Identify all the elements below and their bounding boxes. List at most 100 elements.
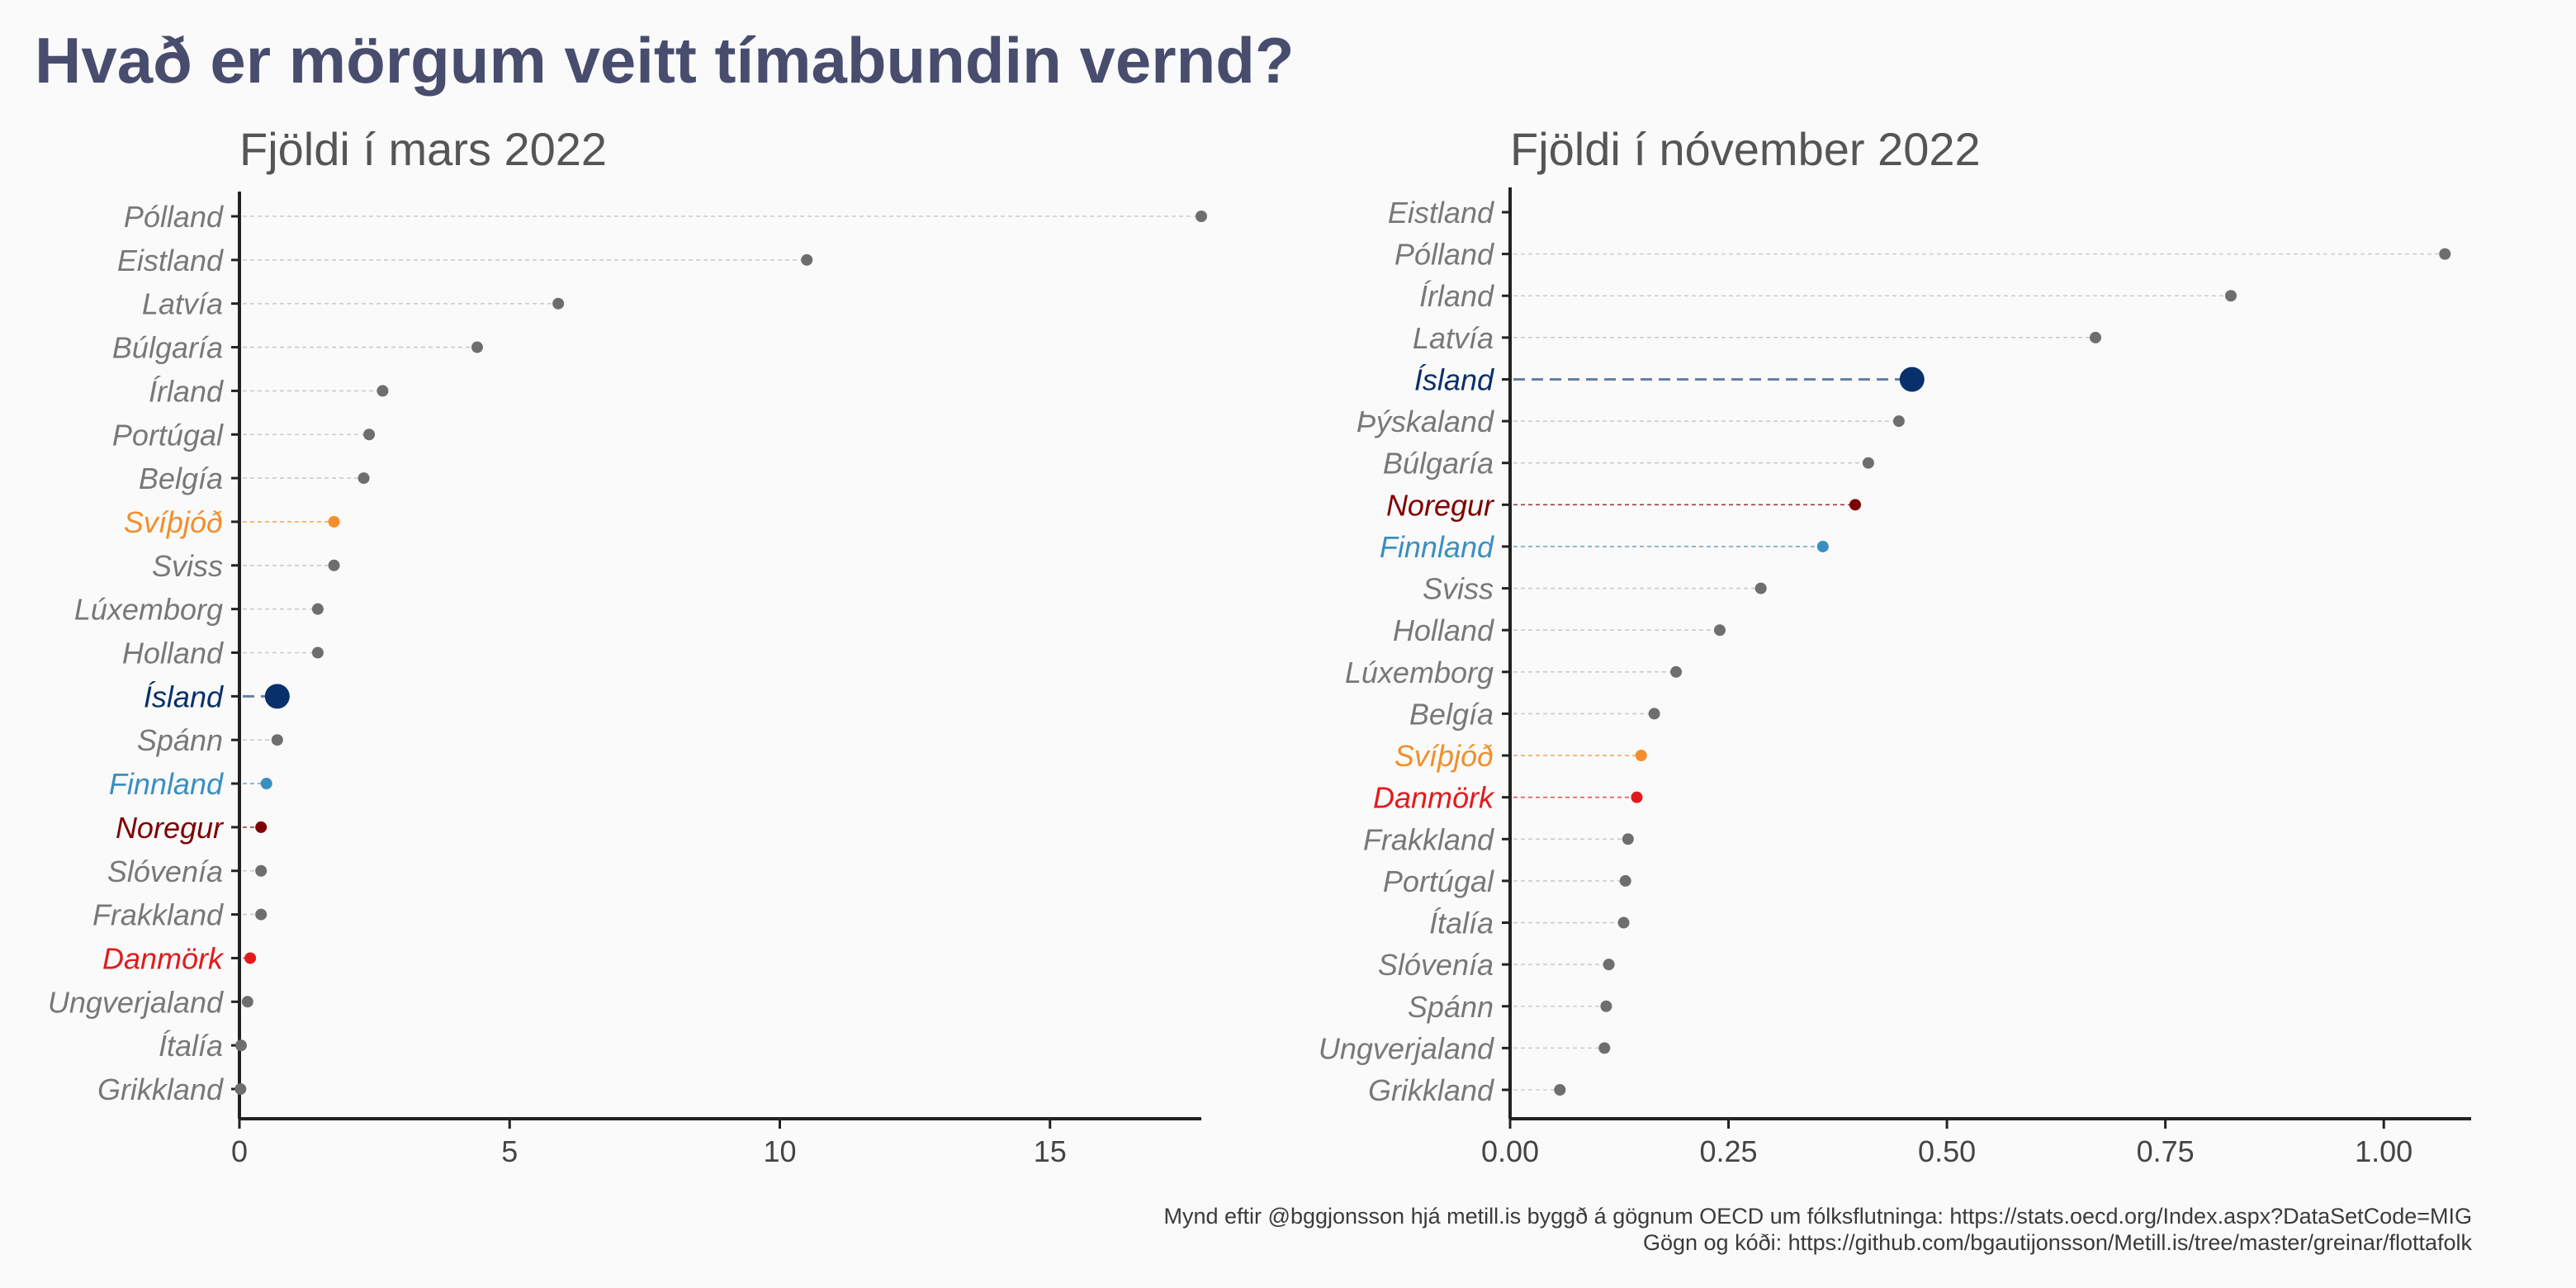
panel-2: Fjöldi í nóvember 2022 0.00 0.25 0.50 0.75 1.… <box>1319 123 2471 1168</box>
y-label-polland: Pólland <box>124 200 224 234</box>
y-label-irland: Írland <box>149 374 224 408</box>
lollipop-point-portugal <box>1619 874 1631 887</box>
lollipop-point-finnland <box>1816 540 1829 552</box>
x-tick-label: 0.50 <box>1918 1134 1976 1168</box>
code-caption: Gögn og kóði: https://github.com/bgautij… <box>1642 1230 2472 1255</box>
y-label-svi-jo-: Svíþjóð <box>124 505 223 539</box>
lollipop-point-danmork <box>244 952 257 964</box>
y-label-ungverjaland: Ungverjaland <box>1319 1031 1494 1065</box>
lollipop-point-slovenia <box>1603 959 1615 971</box>
lollipop-point-noregur <box>1849 499 1861 511</box>
chart-title: Hvað er mörgum veitt tímabundin vernd? <box>35 24 1295 97</box>
y-label-latvia: Latvía <box>1413 321 1494 355</box>
lollipop-point-frakkland <box>1622 833 1634 845</box>
lollipop-point-latvia <box>2089 331 2101 343</box>
y-label-frakkland: Frakkland <box>1363 822 1494 856</box>
y-label-bulgaria: Búlgaría <box>1383 447 1494 481</box>
y-label-spann: Spánn <box>1408 990 1494 1024</box>
lollipop-point-svi-jo- <box>328 515 340 528</box>
y-label-italia: Ítalía <box>1429 907 1494 940</box>
x-tick-label: 1.00 <box>2355 1134 2413 1168</box>
y-label-finnland: Finnland <box>109 767 224 801</box>
y-label-holland: Holland <box>122 637 224 670</box>
lollipop-point-belgia <box>358 472 370 485</box>
lollipop-point-holland <box>311 646 324 659</box>
y-label--yskaland: Þýskaland <box>1357 405 1494 438</box>
lollipop-point-slovenia <box>255 864 268 877</box>
lollipop-point-polland <box>1196 211 1207 222</box>
lollipop-point-italia <box>234 1039 247 1052</box>
lollipop-point-danmork <box>1631 791 1643 803</box>
y-label-luxemborg: Lúxemborg <box>74 593 223 627</box>
source-caption: Mynd eftir @bggjonsson hjá metill.is byg… <box>1163 1204 2472 1229</box>
lollipop-point-belgia <box>1648 708 1660 720</box>
lollipop-point-latvia <box>552 297 565 310</box>
y-label-holland: Holland <box>1393 613 1494 647</box>
y-label-slovenia: Slóvenía <box>1378 948 1494 982</box>
lollipop-point-luxemborg <box>311 603 324 615</box>
y-label-italia: Ítalía <box>159 1029 223 1063</box>
y-label-latvia: Latvía <box>142 287 223 321</box>
lollipop-point-polland <box>2439 248 2451 260</box>
lollipop-point-frakkland <box>255 908 268 921</box>
lollipop-point-sviss <box>1754 582 1767 594</box>
x-tick-label: 10 <box>763 1134 796 1168</box>
lollipop-point-grikkland <box>1554 1084 1566 1096</box>
lollipop-point-grikkland <box>234 1083 247 1095</box>
y-label-finnland: Finnland <box>1380 530 1494 564</box>
lollipop-point-irland <box>376 385 389 397</box>
y-label-sviss: Sviss <box>152 549 223 583</box>
y-label-spann: Spánn <box>137 723 223 757</box>
lollipop-point-svi-jo- <box>1635 750 1647 762</box>
y-label-portugal: Portúgal <box>112 418 224 452</box>
y-label-sviss: Sviss <box>1423 572 1494 606</box>
y-label-ungverjaland: Ungverjaland <box>48 985 224 1019</box>
y-label-irland: Írland <box>1419 279 1494 313</box>
y-label-slovenia: Slóvenía <box>107 855 223 888</box>
panel-subtitle: Fjöldi í nóvember 2022 <box>1510 123 1981 175</box>
y-label-frakkland: Frakkland <box>92 898 224 932</box>
lollipop-point--yskaland <box>1892 415 1905 428</box>
y-label-grikkland: Grikkland <box>1368 1073 1494 1107</box>
y-label-svi-jo-: Svíþjóð <box>1395 739 1494 773</box>
y-label-noregur: Noregur <box>1386 488 1495 522</box>
lollipop-point-italia <box>1617 916 1630 929</box>
x-tick-label: 0 <box>231 1134 248 1168</box>
lollipop-point-noregur <box>255 821 268 833</box>
y-label-portugal: Portúgal <box>1383 864 1494 898</box>
x-tick-label: 15 <box>1034 1134 1067 1168</box>
y-label-noregur: Noregur <box>116 811 225 845</box>
x-tick-label: 5 <box>501 1134 518 1168</box>
lollipop-point-irland <box>2225 290 2237 302</box>
y-label-danmork: Danmörk <box>1373 781 1495 815</box>
lollipop-point-ungverjaland <box>241 996 253 1008</box>
lollipop-point-bulgaria <box>1862 457 1874 469</box>
lollipop-point-island <box>264 684 290 709</box>
y-label-eistland: Eistland <box>117 244 224 277</box>
lollipop-point-spann <box>1600 1000 1612 1012</box>
lollipop-point-holland <box>1713 624 1726 637</box>
lollipop-point-finnland <box>260 778 272 790</box>
x-tick-label: 0.75 <box>2137 1134 2195 1168</box>
lollipop-point-spann <box>271 734 283 746</box>
y-label-belgia: Belgía <box>1409 697 1494 731</box>
x-tick-label: 0.25 <box>1700 1134 1758 1168</box>
lollipop-point-eistland <box>801 253 813 266</box>
panel-subtitle: Fjöldi í mars 2022 <box>239 123 607 175</box>
y-label-danmork: Danmörk <box>102 941 225 975</box>
lollipop-point-luxemborg <box>1670 665 1683 678</box>
lollipop-point-ungverjaland <box>1598 1042 1611 1054</box>
y-label-island: Ísland <box>144 680 224 713</box>
y-label-belgia: Belgía <box>139 462 223 495</box>
y-label-bulgaria: Búlgaría <box>112 331 223 365</box>
y-label-polland: Pólland <box>1395 238 1494 272</box>
y-label-grikkland: Grikkland <box>97 1073 224 1106</box>
lollipop-point-island <box>1899 367 1925 392</box>
y-label-island: Ísland <box>1414 362 1494 396</box>
y-label-eistland: Eistland <box>1388 196 1494 230</box>
y-label-luxemborg: Lúxemborg <box>1345 656 1494 689</box>
lollipop-point-bulgaria <box>471 341 483 353</box>
lollipop-point-sviss <box>328 559 340 571</box>
x-tick-label: 0.00 <box>1481 1134 1539 1168</box>
